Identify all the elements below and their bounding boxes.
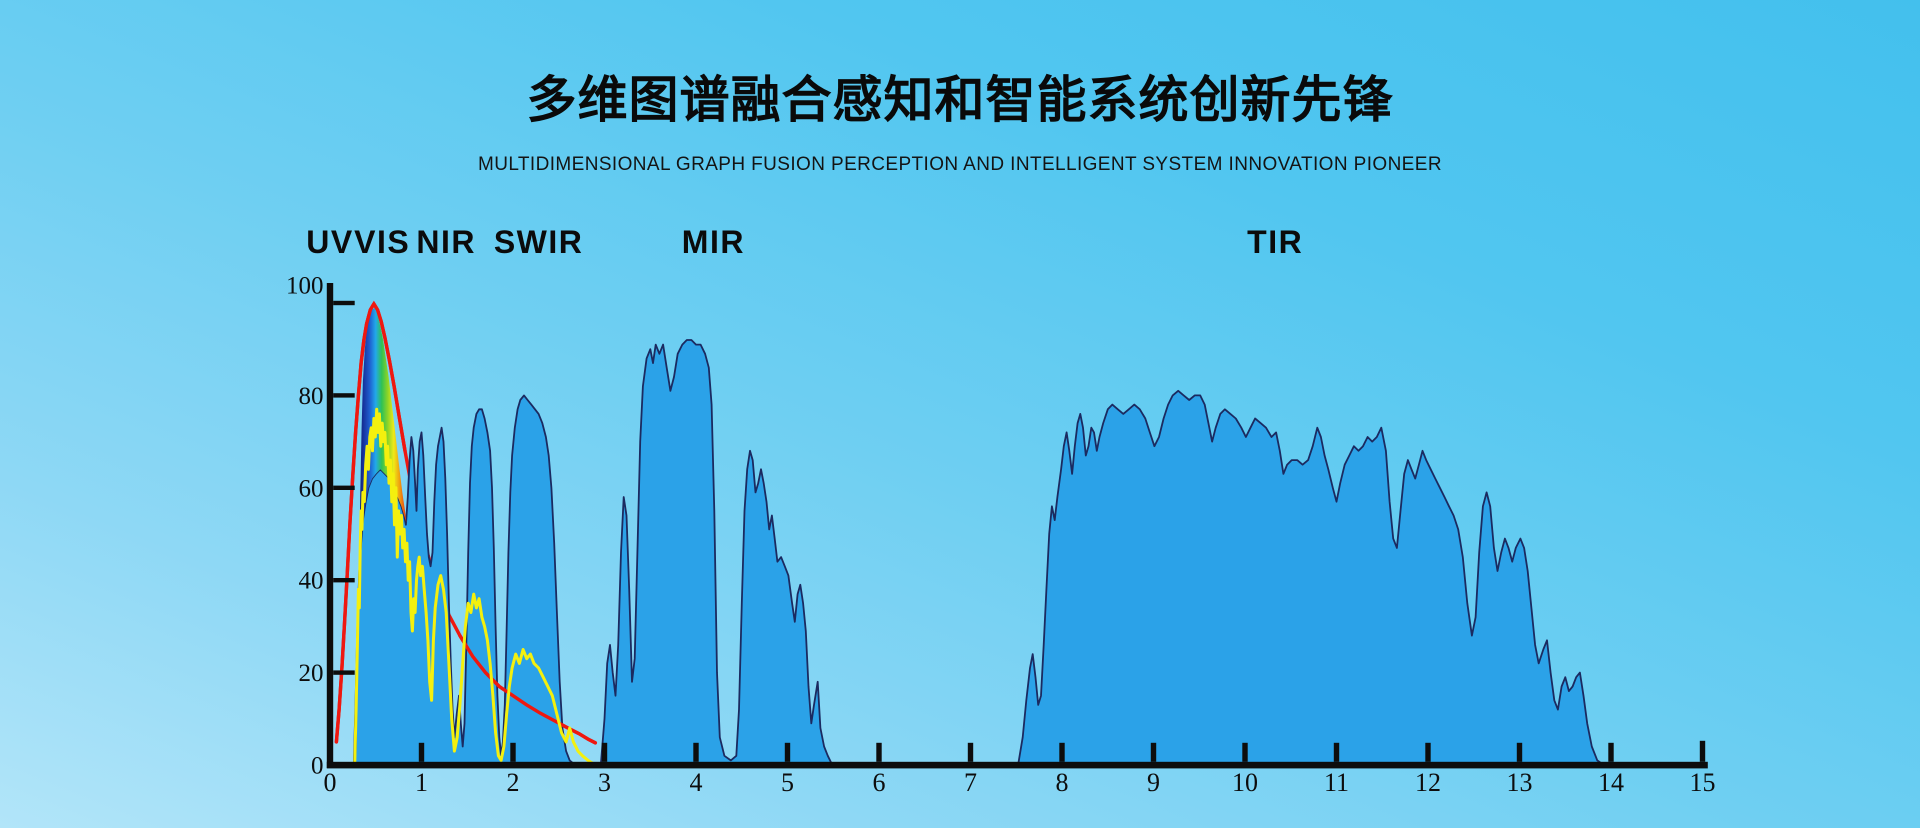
- x-tick-14: [1608, 742, 1614, 762]
- x-tick-label-10: 10: [1232, 768, 1258, 797]
- y-tick-20: [333, 670, 355, 675]
- x-tick-label-11: 11: [1324, 768, 1349, 797]
- band-label-mir: MIR: [681, 224, 745, 260]
- x-tick-label-8: 8: [1056, 768, 1069, 797]
- x-tick-3: [601, 742, 608, 762]
- y-tick-60: [333, 485, 355, 490]
- x-tick-13: [1516, 742, 1523, 762]
- x-tick-label-5: 5: [781, 768, 794, 797]
- y-tick-label-80: 80: [299, 383, 324, 410]
- page-title: 多维图谱融合感知和智能系统创新先锋: [526, 72, 1394, 128]
- x-tick-label-12: 12: [1415, 768, 1441, 797]
- x-tick-label-14: 14: [1598, 768, 1624, 797]
- x-tick-label-6: 6: [873, 768, 886, 797]
- y-tick-label-100: 100: [286, 273, 324, 300]
- y-tick-label-0: 0: [311, 753, 324, 780]
- y-tick-label-40: 40: [299, 568, 324, 595]
- x-tick-7: [967, 742, 974, 762]
- x-tick-10: [1242, 742, 1248, 762]
- x-tick-label-2: 2: [507, 768, 520, 797]
- band-label-swir: SWIR: [493, 224, 584, 260]
- solar-ground-curve: [353, 407, 597, 767]
- y-tick-40: [333, 578, 355, 583]
- x-tick-label-7: 7: [964, 768, 977, 797]
- band-label-uv: UV: [306, 224, 354, 260]
- page-subtitle: MULTIDIMENSIONAL GRAPH FUSION PERCEPTION…: [478, 154, 1442, 175]
- y-tick-100: [333, 300, 355, 306]
- band-label-nir: NIR: [416, 224, 477, 260]
- x-tick-label-0: 0: [324, 768, 337, 797]
- x-tick-6: [876, 742, 882, 762]
- x-tick-15: [1699, 740, 1706, 762]
- x-tick-11: [1333, 742, 1340, 762]
- x-tick-2: [510, 742, 516, 762]
- x-tick-label-15: 15: [1690, 768, 1716, 797]
- x-tick-label-9: 9: [1147, 768, 1160, 797]
- y-tick-label-60: 60: [299, 475, 324, 502]
- blackbody-curve-tail: [458, 633, 597, 745]
- x-tick-5: [784, 742, 791, 762]
- x-tick-9: [1150, 742, 1157, 762]
- y-axis-line: [326, 283, 334, 768]
- blackbody-curve-left: [334, 300, 407, 744]
- x-tick-label-1: 1: [415, 768, 428, 797]
- band-label-tir: TIR: [1247, 224, 1304, 260]
- x-tick-12: [1425, 742, 1431, 762]
- transmission-area: [352, 339, 1605, 766]
- x-axis-line: [326, 761, 1708, 769]
- x-tick-8: [1059, 742, 1065, 762]
- x-tick-label-3: 3: [598, 768, 611, 797]
- x-tick-label-4: 4: [690, 768, 703, 797]
- visible-spectrum-peak: [356, 307, 407, 756]
- band-label-vis: VIS: [354, 224, 411, 260]
- y-tick-80: [333, 393, 355, 398]
- x-tick-label-13: 13: [1507, 768, 1533, 797]
- y-tick-label-20: 20: [299, 660, 324, 687]
- x-tick-1: [418, 742, 425, 762]
- x-tick-4: [693, 742, 699, 762]
